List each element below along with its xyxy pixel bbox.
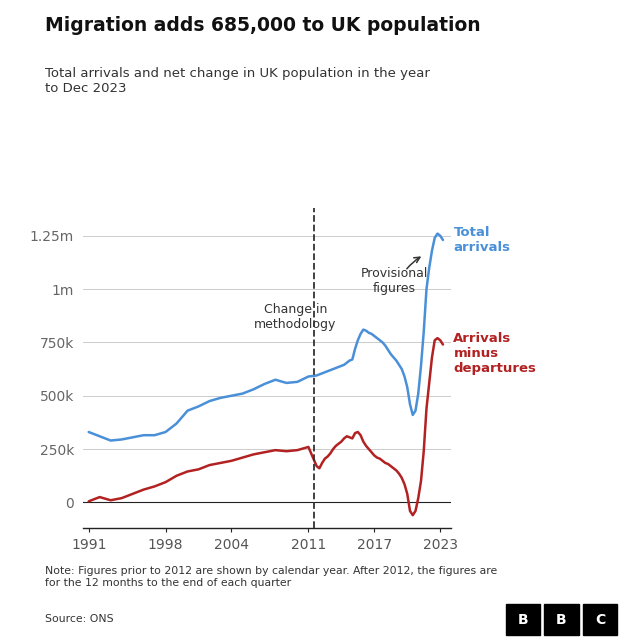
Text: B: B [518, 612, 528, 627]
Text: Total arrivals and net change in UK population in the year
to Dec 2023: Total arrivals and net change in UK popu… [45, 67, 429, 95]
Text: C: C [595, 612, 605, 627]
Text: Provisional
figures: Provisional figures [360, 266, 428, 294]
Text: B: B [556, 612, 567, 627]
Text: Migration adds 685,000 to UK population: Migration adds 685,000 to UK population [45, 16, 481, 35]
Bar [506, 604, 540, 635]
Bar [544, 604, 579, 635]
Text: Change in
methodology: Change in methodology [254, 303, 337, 331]
Text: Total
arrivals: Total arrivals [453, 226, 510, 254]
Text: Source: ONS: Source: ONS [45, 614, 113, 625]
Text: Arrivals
minus
departures: Arrivals minus departures [453, 332, 536, 374]
Bar [583, 604, 618, 635]
Text: Note: Figures prior to 2012 are shown by calendar year. After 2012, the figures : Note: Figures prior to 2012 are shown by… [45, 566, 497, 588]
